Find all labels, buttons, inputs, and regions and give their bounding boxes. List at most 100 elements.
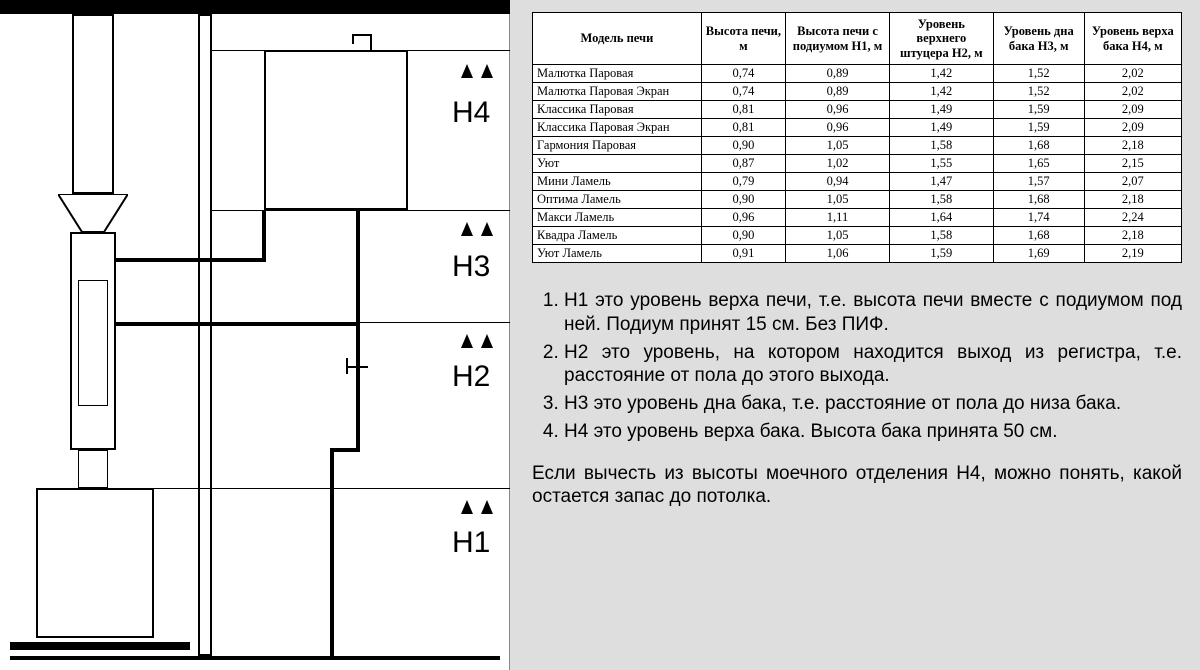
table-cell: Мини Ламель: [533, 173, 702, 191]
col-model: Модель печи: [533, 13, 702, 65]
table-cell: Оптима Ламель: [533, 191, 702, 209]
col-h: Высота печи, м: [701, 13, 785, 65]
table-cell: 0,94: [786, 173, 890, 191]
col-h3: Уровень дна бака H3, м: [993, 13, 1084, 65]
table-cell: 1,59: [889, 245, 993, 263]
col-h2: Уровень верхнего штуцера H2, м: [889, 13, 993, 65]
table-row: Уют0,871,021,551,652,15: [533, 155, 1182, 173]
tank: [264, 50, 408, 210]
table-cell: 2,18: [1084, 227, 1181, 245]
table-cell: 1,42: [889, 65, 993, 83]
note-3: H3 это уровень дна бака, т.е. расстояние…: [564, 392, 1182, 416]
table-cell: 1,06: [786, 245, 890, 263]
col-h1: Высота печи с подиумом H1, м: [786, 13, 890, 65]
table-cell: 0,74: [701, 65, 785, 83]
table-row: Оптима Ламель0,901,051,581,682,18: [533, 191, 1182, 209]
table-cell: 1,52: [993, 65, 1084, 83]
table-cell: 1,02: [786, 155, 890, 173]
table-cell: 2,18: [1084, 137, 1181, 155]
wall: [198, 14, 212, 656]
table-row: Гармония Паровая0,901,051,581,682,18: [533, 137, 1182, 155]
chimney-pipe: [72, 14, 114, 194]
table-cell: Гармония Паровая: [533, 137, 702, 155]
table-cell: Малютка Паровая: [533, 65, 702, 83]
table-cell: 1,58: [889, 227, 993, 245]
table-cell: 0,91: [701, 245, 785, 263]
table-cell: 2,24: [1084, 209, 1181, 227]
table-cell: 1,49: [889, 119, 993, 137]
table-cell: 1,57: [993, 173, 1084, 191]
table-cell: 1,05: [786, 227, 890, 245]
table-cell: 0,89: [786, 83, 890, 101]
diagram-panel: H4 H3 H2 H1: [0, 0, 510, 670]
table-row: Макси Ламель0,961,111,641,742,24: [533, 209, 1182, 227]
table-row: Малютка Паровая0,740,891,421,522,02: [533, 65, 1182, 83]
table-cell: 1,58: [889, 191, 993, 209]
table-cell: 1,65: [993, 155, 1084, 173]
table-cell: 0,90: [701, 191, 785, 209]
stove-body: [36, 488, 154, 638]
arrow-h4: [461, 64, 473, 78]
table-cell: 0,79: [701, 173, 785, 191]
table-cell: 1,68: [993, 191, 1084, 209]
table-cell: 1,58: [889, 137, 993, 155]
table-cell: Макси Ламель: [533, 209, 702, 227]
table-cell: 1,05: [786, 191, 890, 209]
arrow-h2: [461, 334, 473, 348]
label-h1: H1: [452, 528, 490, 558]
table-row: Квадра Ламель0,901,051,581,682,18: [533, 227, 1182, 245]
table-cell: Уют Ламель: [533, 245, 702, 263]
arrow-h1: [461, 500, 473, 514]
notes-list: H1 это уровень верха печи, т.е. высота п…: [532, 289, 1182, 444]
table-cell: 1,52: [993, 83, 1084, 101]
col-h4: Уровень верха бака H4, м: [1084, 13, 1181, 65]
label-h3: H3: [452, 252, 490, 282]
table-cell: 0,81: [701, 101, 785, 119]
table-cell: 2,19: [1084, 245, 1181, 263]
table-cell: 1,64: [889, 209, 993, 227]
table-cell: 1,59: [993, 119, 1084, 137]
table-cell: 1,69: [993, 245, 1084, 263]
note-2: H2 это уровень, на котором находится вых…: [564, 341, 1182, 389]
table-cell: 0,87: [701, 155, 785, 173]
table-cell: Малютка Паровая Экран: [533, 83, 702, 101]
table-row: Классика Паровая Экран0,810,961,491,592,…: [533, 119, 1182, 137]
table-row: Классика Паровая0,810,961,491,592,09: [533, 101, 1182, 119]
table-row: Малютка Паровая Экран0,740,891,421,522,0…: [533, 83, 1182, 101]
note-1: H1 это уровень верха печи, т.е. высота п…: [564, 289, 1182, 337]
table-cell: 2,02: [1084, 65, 1181, 83]
table-cell: 2,09: [1084, 119, 1181, 137]
table-cell: 1,42: [889, 83, 993, 101]
table-header-row: Модель печи Высота печи, м Высота печи с…: [533, 13, 1182, 65]
table-cell: Классика Паровая Экран: [533, 119, 702, 137]
table-cell: 2,09: [1084, 101, 1181, 119]
table-row: Мини Ламель0,790,941,471,572,07: [533, 173, 1182, 191]
data-panel: Модель печи Высота печи, м Высота печи с…: [510, 0, 1200, 670]
funnel-icon: [58, 194, 128, 232]
dimensions-table: Модель печи Высота печи, м Высота печи с…: [532, 12, 1182, 263]
arrow-h3: [461, 222, 473, 236]
table-cell: 1,47: [889, 173, 993, 191]
table-cell: 0,89: [786, 65, 890, 83]
table-cell: 0,81: [701, 119, 785, 137]
table-cell: 2,07: [1084, 173, 1181, 191]
table-cell: 1,68: [993, 137, 1084, 155]
table-cell: 1,68: [993, 227, 1084, 245]
table-cell: Уют: [533, 155, 702, 173]
table-cell: 1,59: [993, 101, 1084, 119]
label-h2: H2: [452, 362, 490, 392]
table-cell: 1,11: [786, 209, 890, 227]
table-cell: 1,55: [889, 155, 993, 173]
table-cell: 0,74: [701, 83, 785, 101]
table-cell: 0,96: [786, 119, 890, 137]
table-cell: 1,74: [993, 209, 1084, 227]
table-cell: 2,18: [1084, 191, 1181, 209]
table-cell: 1,49: [889, 101, 993, 119]
table-cell: Классика Паровая: [533, 101, 702, 119]
table-row: Уют Ламель0,911,061,591,692,19: [533, 245, 1182, 263]
table-cell: Квадра Ламель: [533, 227, 702, 245]
label-h4: H4: [452, 98, 490, 128]
table-cell: 1,05: [786, 137, 890, 155]
table-cell: 0,90: [701, 137, 785, 155]
table-cell: 2,02: [1084, 83, 1181, 101]
